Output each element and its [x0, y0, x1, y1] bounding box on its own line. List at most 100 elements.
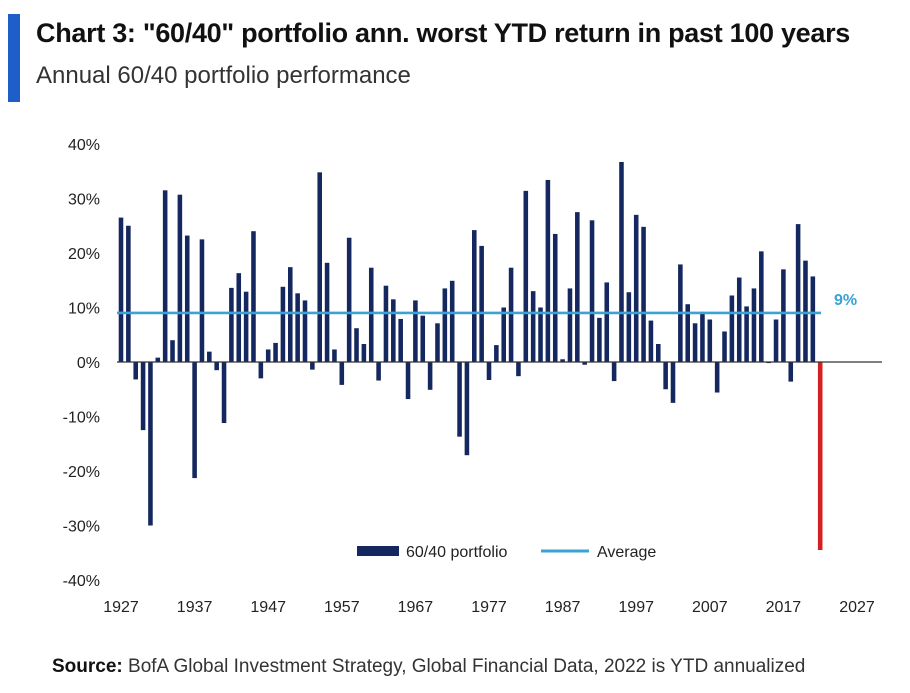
bar — [648, 320, 654, 362]
bar — [449, 280, 455, 362]
x-tick-label: 2017 — [766, 599, 802, 616]
bar — [133, 362, 139, 380]
bar — [663, 362, 668, 390]
bar — [295, 293, 300, 362]
portfolio-bar-chart: 40%30%20%10%0%-10%-20%-30%-40% 1927 1937 1… — [63, 137, 882, 616]
bar — [383, 285, 389, 362]
bar — [162, 190, 168, 362]
bar — [722, 331, 727, 362]
bar — [538, 307, 543, 362]
source-text: BofA Global Investment Strategy, Global … — [122, 656, 806, 677]
bar — [280, 286, 286, 362]
chart-title: Chart 3: "60/40" portfolio ann. worst YT… — [36, 18, 851, 48]
average-label: 9% — [834, 292, 857, 309]
x-tick-label: 1997 — [618, 599, 654, 616]
bar — [530, 291, 536, 362]
bar — [670, 362, 676, 403]
bar — [368, 267, 374, 362]
chart-subtitle: Annual 60/40 portfolio performance — [36, 62, 411, 89]
bar — [633, 214, 639, 362]
x-tick-label: 1927 — [103, 599, 139, 616]
bar — [685, 304, 691, 362]
bar — [391, 299, 396, 362]
bar — [427, 362, 433, 390]
bar — [273, 342, 278, 362]
bar — [641, 226, 646, 362]
bar — [354, 328, 359, 362]
bar — [140, 362, 146, 431]
y-tick-label: -10% — [63, 410, 100, 427]
bar — [700, 311, 705, 362]
x-axis: 1927 1937 1947 1957 1967 1977 1987 1997 2007 2017… — [103, 599, 875, 616]
y-tick-label: 10% — [68, 301, 100, 318]
bar — [692, 323, 698, 362]
bar — [376, 362, 381, 381]
bar — [494, 345, 499, 362]
bar — [221, 362, 227, 424]
bar — [545, 179, 551, 362]
x-tick-label: 1957 — [324, 599, 360, 616]
bar — [714, 362, 720, 393]
bar — [339, 362, 345, 385]
bar — [795, 224, 801, 362]
x-tick-label: 1937 — [177, 599, 213, 616]
y-tick-label: 20% — [68, 246, 100, 263]
x-tick-label: 1947 — [250, 599, 286, 616]
bar — [773, 319, 779, 362]
bar — [560, 359, 565, 362]
y-tick-label: -40% — [63, 573, 100, 590]
legend: 60/40 portfolio Average — [357, 544, 656, 561]
bar — [155, 357, 161, 362]
bar — [707, 319, 713, 362]
bar — [479, 245, 484, 362]
bar — [192, 362, 197, 479]
bar — [413, 300, 418, 362]
bar — [346, 237, 352, 362]
x-tick-label: 1987 — [545, 599, 581, 616]
y-axis: 40% 30% 20% 10% 0% -10% -20% -30% -40% — [63, 137, 100, 590]
bar — [619, 161, 624, 362]
x-tick-label: 2007 — [692, 599, 728, 616]
x-tick-label: 2027 — [839, 599, 875, 616]
bar — [398, 318, 403, 362]
bar — [626, 292, 632, 362]
bar — [199, 239, 205, 362]
legend-label-portfolio: 60/40 portfolio — [406, 544, 508, 561]
bar — [229, 287, 234, 362]
bar — [729, 295, 735, 362]
source-note: Source: BofA Global Investment Strategy,… — [52, 656, 805, 678]
bar — [655, 344, 661, 362]
bar — [523, 190, 529, 362]
bar — [575, 212, 580, 362]
bar — [582, 362, 587, 365]
bar — [471, 230, 477, 362]
bar — [781, 269, 786, 362]
bar — [597, 317, 602, 362]
bar — [118, 217, 124, 362]
bar — [287, 267, 293, 362]
bar — [236, 273, 242, 362]
legend-label-average: Average — [597, 544, 656, 561]
bar — [302, 300, 308, 362]
bar — [126, 225, 131, 362]
bar — [736, 277, 742, 362]
bar — [508, 267, 514, 362]
bar — [611, 362, 617, 382]
bar — [420, 315, 426, 362]
bar — [486, 362, 492, 380]
bar — [744, 306, 749, 362]
bar — [501, 307, 507, 362]
bar — [317, 172, 323, 362]
bar — [207, 351, 212, 362]
bar-highlight — [817, 362, 823, 551]
bar — [759, 251, 764, 362]
legend-swatch-portfolio — [357, 546, 399, 556]
bar — [148, 362, 153, 526]
y-tick-label: 0% — [77, 355, 100, 372]
bar — [170, 340, 175, 362]
x-tick-label: 1977 — [471, 599, 507, 616]
y-tick-label: 30% — [68, 192, 100, 209]
bar — [243, 291, 249, 362]
bar — [810, 276, 816, 362]
bar — [788, 362, 794, 382]
